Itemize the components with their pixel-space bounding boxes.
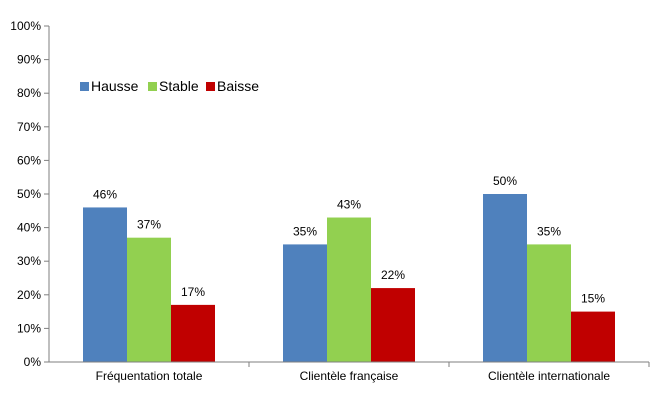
data-labels: 46% 37% 17% 35% 43% 22% 50% 35% 15% xyxy=(93,174,605,306)
y-tick-label: 70% xyxy=(17,120,41,134)
y-tick-label: 60% xyxy=(17,153,41,167)
legend-label-stable: Stable xyxy=(159,78,199,94)
legend-swatch-baisse xyxy=(206,82,215,91)
x-category-label: Clientèle française xyxy=(300,369,399,383)
y-tick-label: 20% xyxy=(17,288,41,302)
legend-swatch-hausse xyxy=(80,82,89,91)
bar-baisse xyxy=(171,304,215,362)
legend-label-hausse: Hausse xyxy=(91,78,139,94)
data-label: 46% xyxy=(93,187,117,201)
data-label: 43% xyxy=(337,198,361,212)
data-label: 50% xyxy=(493,174,517,188)
y-tick-label: 10% xyxy=(17,321,41,335)
y-tick-label: 100% xyxy=(10,19,41,33)
legend: Hausse Stable Baisse xyxy=(80,78,259,94)
y-tick-label: 80% xyxy=(17,86,41,100)
bar-hausse xyxy=(483,194,527,362)
y-axis-ticks: 0% 10% 20% 30% 40% 50% 60% 70% 80% 90% 100% xyxy=(10,19,49,369)
data-label: 35% xyxy=(537,224,561,238)
data-label: 17% xyxy=(181,285,205,299)
data-label: 35% xyxy=(293,224,317,238)
bars xyxy=(83,194,615,362)
y-tick-label: 30% xyxy=(17,254,41,268)
legend-swatch-stable xyxy=(148,82,157,91)
bar-hausse xyxy=(83,207,127,362)
x-category-label: Clientèle internationale xyxy=(488,369,610,383)
bar-stable xyxy=(327,217,371,362)
x-category-label: Fréquentation totale xyxy=(96,369,203,383)
data-label: 15% xyxy=(581,292,605,306)
bar-stable xyxy=(527,244,571,362)
y-tick-label: 40% xyxy=(17,221,41,235)
y-tick-label: 90% xyxy=(17,53,41,67)
y-tick-label: 0% xyxy=(24,355,42,369)
legend-label-baisse: Baisse xyxy=(217,78,259,94)
data-label: 37% xyxy=(137,218,161,232)
bar-baisse xyxy=(371,288,415,362)
bar-stable xyxy=(127,237,171,362)
x-axis-categories: Fréquentation totale Clientèle française C… xyxy=(96,362,650,383)
bar-baisse xyxy=(571,311,615,362)
y-tick-label: 50% xyxy=(17,187,41,201)
data-label: 22% xyxy=(381,268,405,282)
bar-hausse xyxy=(283,244,327,362)
